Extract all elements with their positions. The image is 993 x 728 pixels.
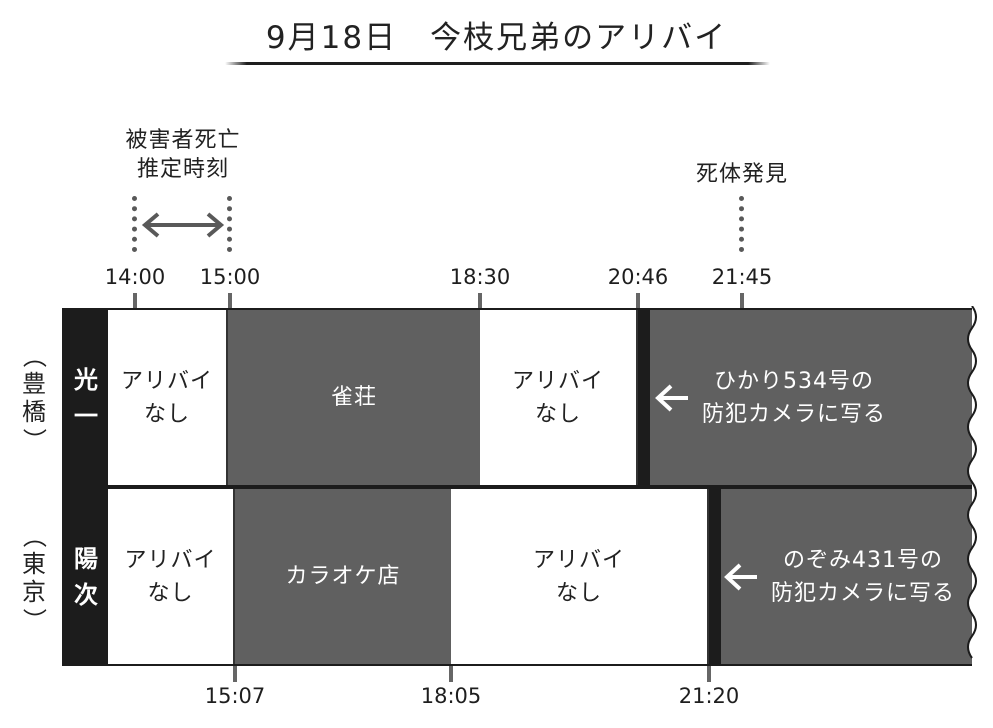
city-label-tokyo: （ 東 京 ）	[14, 520, 54, 636]
left-arrow-icon	[724, 563, 757, 590]
city-char: 豊	[22, 370, 46, 398]
camera-note-koichi: ひかり534号の 防犯カメラに写る	[654, 365, 886, 431]
segment-text: アリバイ	[511, 368, 604, 394]
city-label-toyohashi: （ 豊 橋 ）	[14, 340, 54, 456]
segment-text: 雀荘	[330, 385, 377, 410]
name-char: 陽	[74, 544, 98, 573]
name-char: 一	[74, 401, 98, 430]
dotted-marker-2145	[739, 196, 744, 252]
time-label-2145: 21:45	[711, 265, 773, 289]
name-label-yoji: 陽 次	[64, 489, 108, 664]
title-underline	[225, 62, 770, 65]
city-char: （	[20, 524, 48, 548]
tick-2145	[740, 293, 744, 309]
name-label-koichi: 光 一	[64, 310, 108, 485]
time-label-2046: 20:46	[607, 265, 669, 289]
city-char: （	[20, 344, 48, 368]
camera-text: 防犯カメラに写る	[771, 580, 956, 606]
tick-1500	[228, 293, 232, 309]
discovery-note: 死体発見	[695, 162, 788, 187]
segment-text: なし	[534, 401, 581, 427]
name-char: 次	[74, 580, 98, 609]
tick-2046	[636, 293, 640, 309]
dotted-marker-1500	[227, 196, 232, 252]
segment-yoji-camera: のぞみ431号の 防犯カメラに写る	[721, 489, 972, 664]
segment-yoji-no-alibi-2: アリバイ なし	[451, 489, 709, 664]
segment-koichi-mahjong: 雀荘	[228, 310, 480, 485]
camera-marker-koichi	[638, 310, 650, 485]
segment-yoji-no-alibi-1: アリバイ なし	[108, 489, 235, 664]
segment-koichi-camera: ひかり534号の 防犯カメラに写る	[650, 310, 972, 485]
name-char: 光	[74, 365, 98, 394]
tick-2120	[707, 666, 711, 682]
segment-text: なし	[143, 401, 190, 427]
tick-1400	[133, 293, 137, 309]
death-time-note-line2: 推定時刻	[136, 157, 229, 182]
segment-yoji-karaoke: カラオケ店	[235, 489, 451, 664]
double-arrow-icon	[141, 212, 225, 238]
segment-text: カラオケ店	[285, 564, 401, 589]
dotted-marker-1400	[132, 196, 137, 252]
segment-koichi-no-alibi-2: アリバイ なし	[480, 310, 638, 485]
left-arrow-icon	[655, 384, 688, 411]
death-time-note-line1: 被害者死亡	[125, 128, 241, 153]
time-label-1500: 15:00	[199, 265, 261, 289]
tick-1830	[478, 293, 482, 309]
segment-text: アリバイ	[532, 547, 625, 573]
city-char: ）	[20, 428, 48, 452]
city-char: 東	[22, 550, 46, 578]
tick-1805	[449, 666, 453, 682]
death-time-note: 被害者死亡 推定時刻	[108, 126, 258, 184]
segment-text: アリバイ	[124, 547, 217, 573]
camera-text: ひかり534号の	[714, 368, 874, 394]
city-char: 京	[22, 578, 46, 606]
time-label-1400: 14:00	[104, 265, 166, 289]
time-label-1805: 18:05	[420, 684, 482, 708]
page-title: 9月18日 今枝兄弟のアリバイ	[265, 20, 728, 56]
camera-text: 防犯カメラに写る	[702, 401, 887, 427]
city-char: 橋	[22, 398, 46, 426]
camera-note-yoji: のぞみ431号の 防犯カメラに写る	[723, 544, 955, 610]
segment-text: なし	[147, 580, 194, 606]
time-label-2120: 21:20	[678, 684, 740, 708]
time-label-1830: 18:30	[449, 265, 511, 289]
segment-text: アリバイ	[120, 368, 213, 394]
wavy-edge	[967, 306, 982, 668]
city-char: ）	[20, 608, 48, 632]
time-label-1507: 15:07	[204, 684, 266, 708]
segment-koichi-no-alibi-1: アリバイ なし	[108, 310, 228, 485]
segment-text: なし	[555, 580, 602, 606]
camera-marker-yoji	[709, 489, 721, 664]
tick-1507	[233, 666, 237, 682]
camera-text: のぞみ431号の	[783, 547, 943, 573]
